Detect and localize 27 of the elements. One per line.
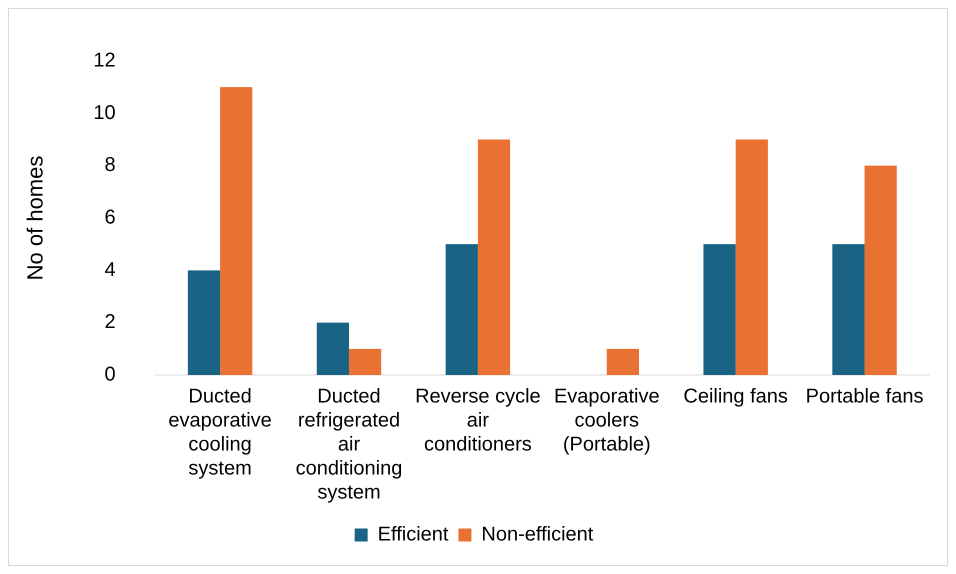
bar xyxy=(348,348,382,375)
bar xyxy=(864,166,897,375)
bar xyxy=(606,348,639,375)
x-tick-label: Reverse cycle air conditioners xyxy=(415,386,541,456)
y-axis-title: No of homes xyxy=(22,156,48,280)
bar xyxy=(316,322,349,375)
y-tick-label: 0 xyxy=(104,364,116,386)
x-tick-label: Ceiling fans xyxy=(683,386,788,408)
bar xyxy=(220,87,252,375)
legend-label: Efficient xyxy=(378,524,449,546)
bar xyxy=(832,244,865,375)
bar xyxy=(188,270,220,375)
bar xyxy=(736,140,768,375)
bar xyxy=(478,140,510,375)
y-tick-label: 6 xyxy=(104,206,116,229)
bar xyxy=(703,244,736,375)
x-tick-label: Ducted refrigerated air conditioning system xyxy=(296,386,402,504)
x-tick-label: Ducted evaporative cooling system xyxy=(168,386,272,480)
y-tick-label: 12 xyxy=(93,50,116,72)
y-tick-label: 4 xyxy=(104,258,116,281)
x-tick-label: Evaporative coolers (Portable) xyxy=(554,386,660,456)
bar xyxy=(446,244,478,375)
y-tick-label: 8 xyxy=(104,154,116,176)
legend-label: Non-efficient xyxy=(481,524,594,546)
y-tick-label: 10 xyxy=(93,102,116,124)
x-tick-label: Portable fans xyxy=(806,386,924,408)
y-tick-label: 2 xyxy=(104,311,116,334)
